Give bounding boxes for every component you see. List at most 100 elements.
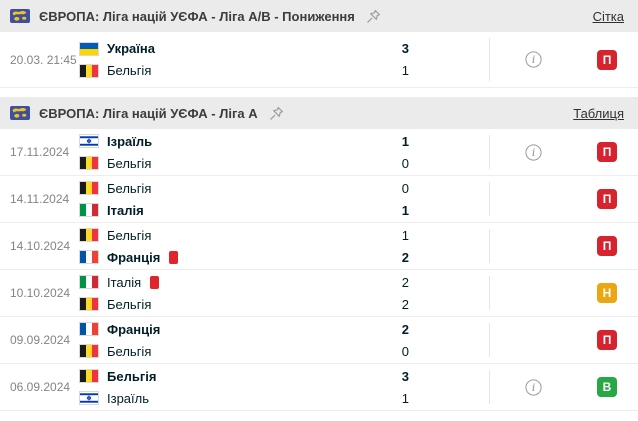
flag-france-icon bbox=[80, 251, 98, 263]
team-line: Бельгія 0 bbox=[80, 179, 489, 197]
team-line: Італія 2 bbox=[80, 273, 489, 291]
flag-belgium-icon bbox=[80, 298, 98, 310]
info-icon[interactable]: i bbox=[524, 51, 542, 68]
result-badge[interactable]: Н bbox=[597, 283, 617, 303]
team-line: Франція 2 bbox=[80, 248, 489, 266]
team-line: Бельгія 2 bbox=[80, 295, 489, 313]
section-title: ЄВРОПА: Ліга націй УЄФА - Ліга А/В - Пон… bbox=[39, 8, 355, 24]
svg-text:i: i bbox=[531, 54, 534, 66]
team-score: 0 bbox=[401, 343, 409, 359]
team-name: Франція bbox=[107, 321, 161, 337]
team-line: Ізраїль 1 bbox=[80, 132, 489, 150]
badge-column: П bbox=[576, 223, 638, 269]
section-title: ЄВРОПА: Ліга націй УЄФА - Ліга А bbox=[39, 105, 258, 121]
match-date: 09.09.2024 bbox=[10, 333, 71, 347]
match-row[interactable]: 10.10.2024 Італія 2 Бельгія 2 i bbox=[0, 270, 638, 317]
flag-france-icon bbox=[80, 323, 98, 335]
team-name: Італія bbox=[107, 274, 142, 290]
flag-belgium-icon bbox=[80, 370, 98, 382]
badge-column: В bbox=[576, 364, 638, 410]
team-score: 1 bbox=[401, 227, 409, 243]
info-column: i bbox=[489, 135, 576, 169]
info-column: i bbox=[489, 38, 576, 81]
section-body: 20.03. 21:45 Україна 3 Бельгія 1 i bbox=[0, 32, 638, 88]
teams: Франція 2 Бельгія 0 bbox=[80, 317, 489, 363]
info-column: i bbox=[489, 276, 576, 310]
info-column: i bbox=[489, 229, 576, 263]
result-badge[interactable]: П bbox=[597, 49, 617, 70]
pin-icon[interactable] bbox=[268, 105, 285, 122]
flag-israel-icon bbox=[80, 135, 98, 147]
team-name: Бельгія bbox=[107, 63, 152, 78]
badge-column: П bbox=[576, 32, 638, 87]
team-name: Бельгія bbox=[107, 227, 152, 243]
match-date: 10.10.2024 bbox=[10, 286, 71, 300]
team-name: Ізраїль bbox=[107, 133, 153, 149]
section-link[interactable]: Сітка bbox=[592, 8, 624, 24]
team-score: 2 bbox=[401, 296, 409, 312]
team-score: 1 bbox=[401, 390, 409, 406]
league-section: ЄВРОПА: Ліга націй УЄФА - Ліга А Таблиця… bbox=[0, 97, 638, 411]
teams: Ізраїль 1 Бельгія 0 bbox=[80, 129, 489, 175]
team-score: 3 bbox=[401, 368, 409, 384]
team-score: 2 bbox=[401, 321, 409, 337]
result-badge[interactable]: П bbox=[597, 142, 617, 162]
team-name: Бельгія bbox=[107, 296, 152, 312]
team-name: Бельгія bbox=[107, 368, 157, 384]
match-date: 17.11.2024 bbox=[10, 145, 70, 159]
teams: Україна 3 Бельгія 1 bbox=[80, 32, 489, 87]
info-icon[interactable]: i bbox=[524, 378, 542, 396]
flag-belgium-icon bbox=[80, 229, 98, 241]
match-row[interactable]: 14.11.2024 Бельгія 0 Італія 1 i bbox=[0, 176, 638, 223]
team-score: 2 bbox=[401, 249, 409, 265]
result-badge[interactable]: П bbox=[597, 330, 617, 350]
flag-belgium-icon bbox=[80, 64, 98, 77]
match-row[interactable]: 06.09.2024 Бельгія 3 Ізраїль 1 i bbox=[0, 364, 638, 411]
section-link[interactable]: Таблиця bbox=[573, 105, 624, 121]
red-card-icon bbox=[169, 250, 179, 264]
svg-text:i: i bbox=[531, 382, 534, 394]
teams: Бельгія 1 Франція 2 bbox=[80, 223, 489, 269]
team-score: 3 bbox=[401, 41, 409, 56]
team-name: Італія bbox=[107, 202, 144, 218]
result-badge[interactable]: В bbox=[597, 377, 617, 397]
team-score: 1 bbox=[401, 202, 409, 218]
pin-icon[interactable] bbox=[365, 8, 382, 25]
match-row[interactable]: 09.09.2024 Франція 2 Бельгія 0 i bbox=[0, 317, 638, 364]
flag-belgium-icon bbox=[80, 345, 98, 357]
team-line: Бельгія 3 bbox=[80, 367, 489, 385]
match-date: 14.11.2024 bbox=[10, 192, 70, 206]
team-score: 2 bbox=[401, 274, 409, 290]
info-column: i bbox=[489, 323, 576, 357]
team-line: Бельгія 1 bbox=[80, 62, 489, 80]
team-line: Бельгія 0 bbox=[80, 154, 489, 172]
badge-column: П bbox=[576, 176, 638, 222]
info-icon[interactable]: i bbox=[524, 143, 542, 161]
match-row[interactable]: 14.10.2024 Бельгія 1 Франція 2 i bbox=[0, 223, 638, 270]
team-line: Ізраїль 1 bbox=[80, 389, 489, 407]
flag-italy-icon bbox=[80, 276, 98, 288]
team-line: Італія 1 bbox=[80, 201, 489, 219]
info-column: i bbox=[489, 370, 576, 404]
flag-ukraine-icon bbox=[80, 42, 98, 55]
flag-israel-icon bbox=[80, 392, 98, 404]
match-row[interactable]: 20.03. 21:45 Україна 3 Бельгія 1 i bbox=[0, 32, 638, 88]
badge-column: П bbox=[576, 317, 638, 363]
match-list: ЄВРОПА: Ліга націй УЄФА - Ліга А/В - Пон… bbox=[0, 0, 638, 411]
result-badge[interactable]: П bbox=[597, 236, 617, 256]
section-header: ЄВРОПА: Ліга націй УЄФА - Ліга А/В - Пон… bbox=[0, 0, 638, 32]
match-row[interactable]: 17.11.2024 Ізраїль 1 Бельгія 0 i bbox=[0, 129, 638, 176]
team-name: Франція bbox=[107, 249, 161, 265]
team-score: 0 bbox=[401, 180, 409, 196]
team-name: Україна bbox=[107, 41, 156, 56]
flag-belgium-icon bbox=[80, 182, 98, 194]
red-card-icon bbox=[150, 275, 160, 289]
team-name: Бельгія bbox=[107, 155, 152, 171]
match-date: 06.09.2024 bbox=[10, 380, 71, 394]
teams: Бельгія 3 Ізраїль 1 bbox=[80, 364, 489, 410]
team-name: Бельгія bbox=[107, 180, 152, 196]
flag-italy-icon bbox=[80, 204, 98, 216]
result-badge[interactable]: П bbox=[597, 189, 617, 209]
world-globe-icon bbox=[10, 106, 30, 120]
team-name: Бельгія bbox=[107, 343, 152, 359]
